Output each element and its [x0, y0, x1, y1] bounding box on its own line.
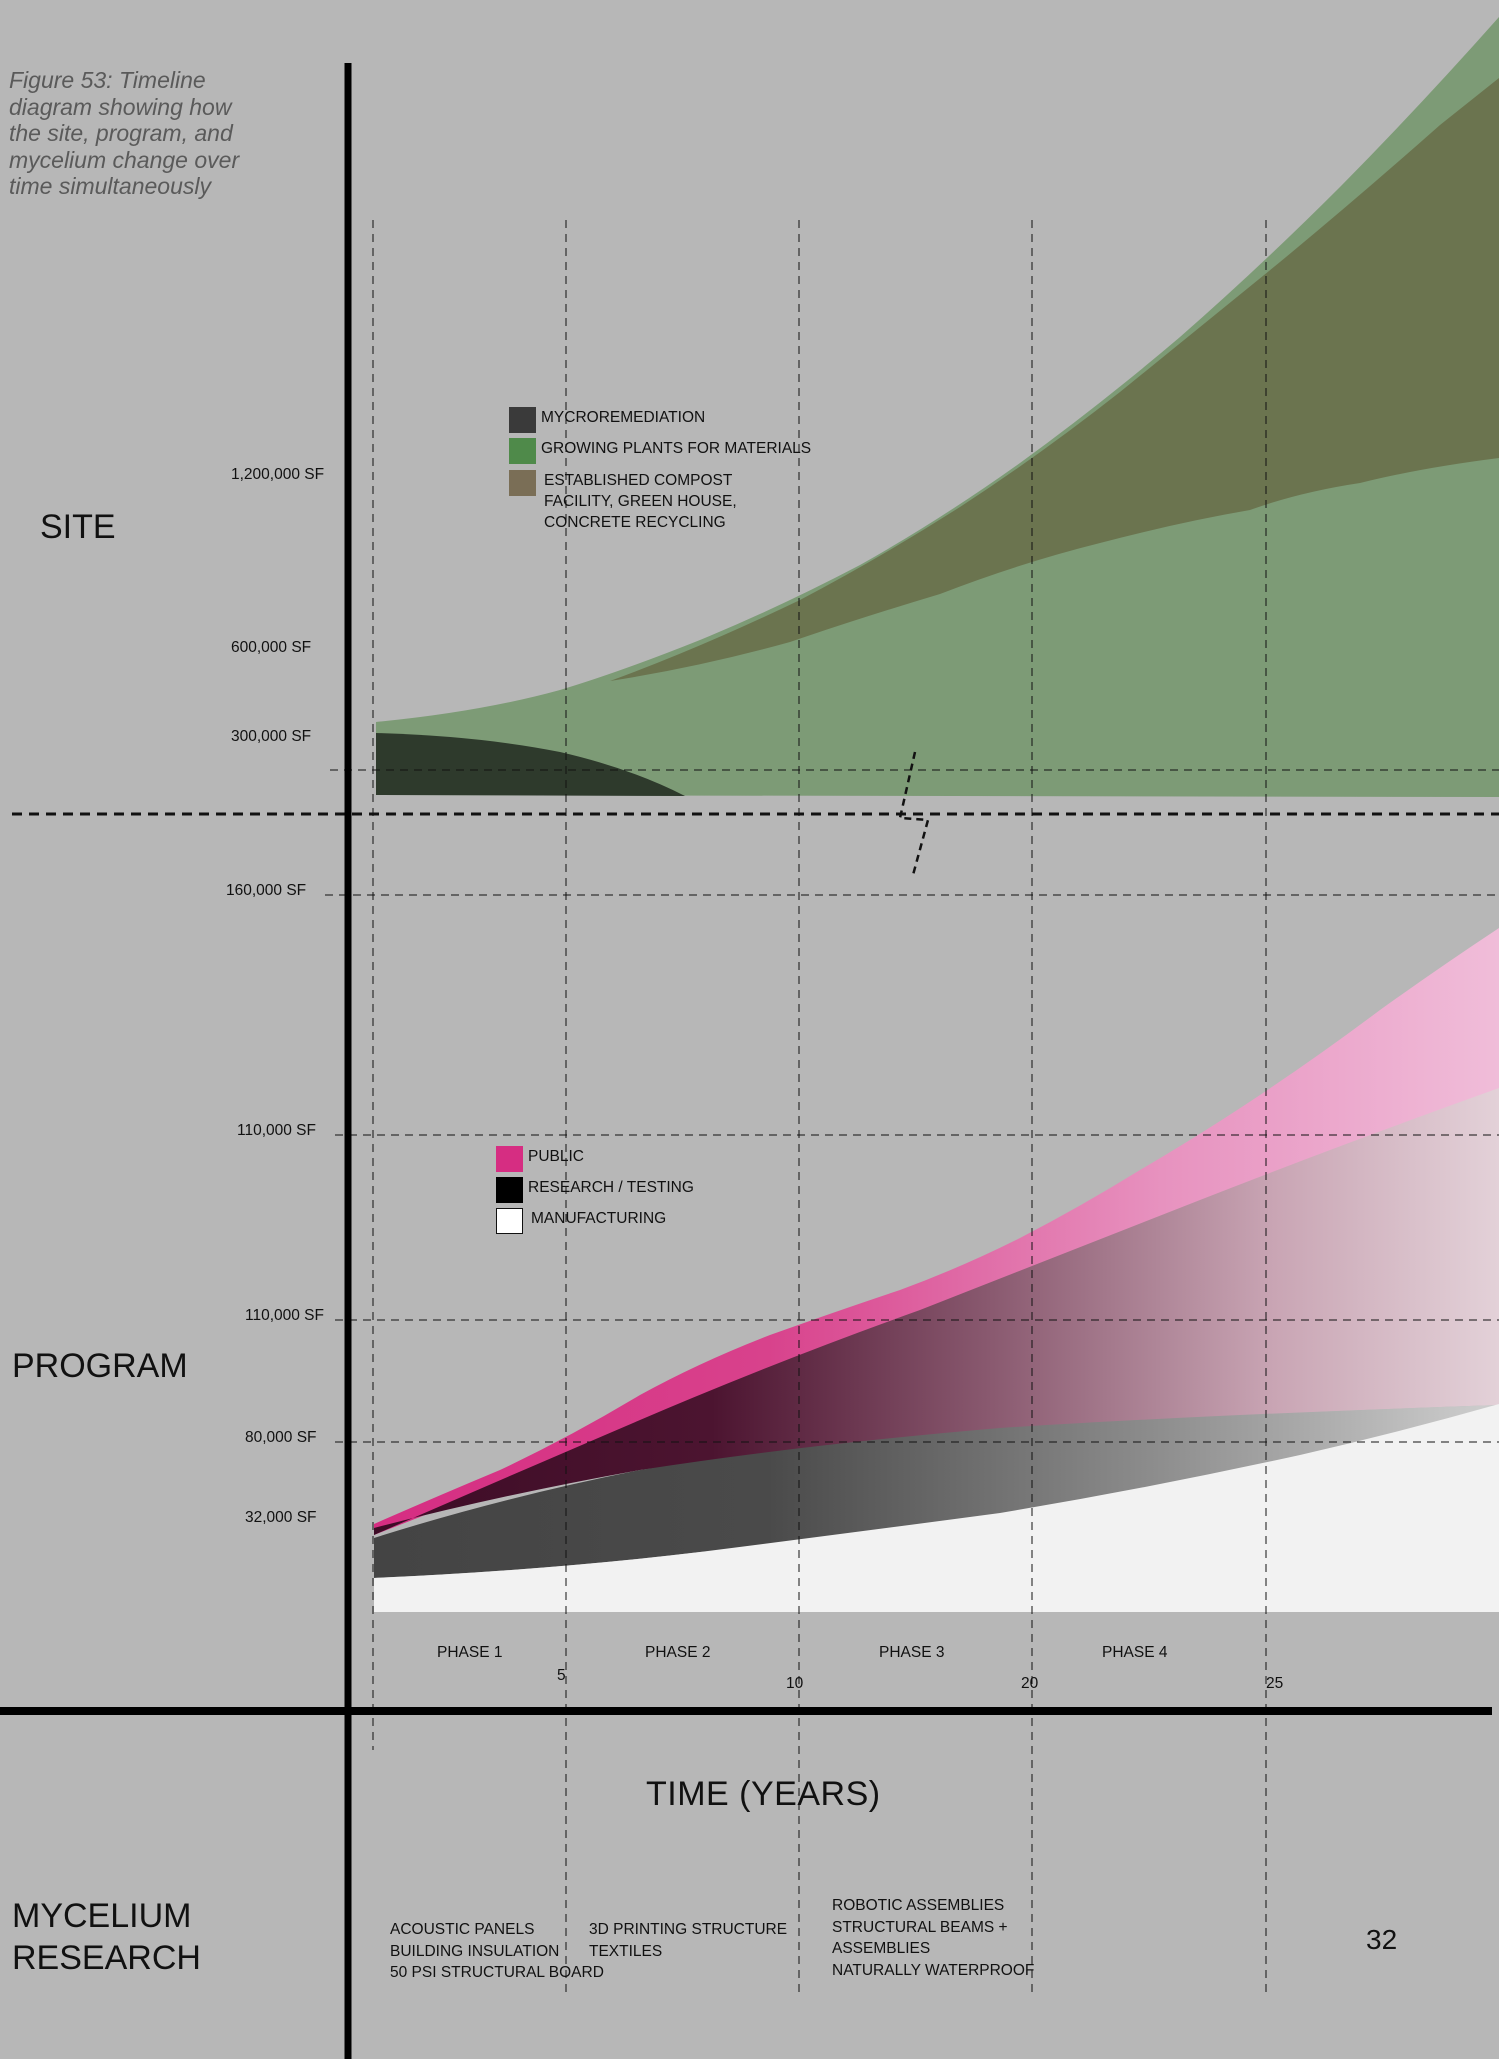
site-legend-item-compost: ESTABLISHED COMPOST FACILITY, GREEN HOUS… [509, 470, 737, 533]
legend-label-line: FACILITY, GREEN HOUSE, [544, 493, 737, 510]
legend-label-line: ESTABLISHED COMPOST [544, 472, 733, 489]
research-item: 3D PRINTING STRUCTURE [589, 1921, 788, 1938]
phase-label: PHASE 3 [879, 1644, 945, 1661]
research-item: 50 PSI STRUCTURAL BOARD [390, 1964, 604, 1981]
research-item: BUILDING INSULATION [390, 1942, 560, 1960]
caption-line: diagram showing how [9, 93, 232, 120]
section-label-site: SITE [40, 508, 116, 546]
page-number: 32 [1366, 1924, 1398, 1955]
section-label-line: RESEARCH [12, 1939, 201, 1977]
legend-label: PUBLIC [528, 1148, 584, 1165]
program-axis-label: 110,000 SF [237, 1122, 316, 1139]
legend-label: RESEARCH / TESTING [528, 1179, 694, 1196]
research-column: ROBOTIC ASSEMBLIES STRUCTURAL BEAMS + AS… [832, 1895, 1034, 1981]
legend-label-line: CONCRETE RECYCLING [544, 514, 726, 531]
program-research-gray-band [374, 1404, 1499, 1578]
legend-label: ESTABLISHED COMPOST FACILITY, GREEN HOUS… [544, 470, 737, 533]
research-item: ACOUSTIC PANELS [390, 1921, 535, 1938]
legend-swatch [496, 1208, 523, 1234]
legend-swatch [509, 407, 536, 433]
x-tick-label: 5 [557, 1667, 566, 1684]
program-axis-label: 110,000 SF [245, 1307, 324, 1324]
caption-line: the site, program, and [9, 120, 233, 146]
site-axis-label: 600,000 SF [231, 639, 312, 656]
program-legend-item-public: PUBLIC [496, 1146, 584, 1172]
site-legend-item-growing-plants: GROWING PLANTS FOR MATERIALS [509, 438, 811, 464]
research-item: TEXTILES [589, 1942, 663, 1960]
caption-line: Figure 53: Timeline [9, 67, 206, 93]
site-growing-plants-band [376, 17, 1499, 797]
caption-line: mycelium change over [9, 146, 240, 173]
legend-label: GROWING PLANTS FOR MATERIALS [541, 440, 812, 457]
grid-lines [325, 220, 1499, 1995]
x-axis-title: TIME (YEARS) [646, 1775, 881, 1813]
site-axis-label: 1,200,000 SF [231, 466, 325, 483]
research-item: NATURALLY WATERPROOF [832, 1961, 1035, 1979]
research-column: 3D PRINTING STRUCTURE TEXTILES [589, 1919, 787, 1962]
legend-swatch [496, 1146, 523, 1172]
phase-label: PHASE 1 [437, 1644, 503, 1661]
phase-label: PHASE 2 [645, 1644, 711, 1661]
site-compost-band [610, 78, 1499, 681]
axis-break-mark [898, 751, 930, 876]
legend-label: MANUFACTURING [531, 1210, 667, 1227]
section-label-line: MYCELIUM [12, 1897, 192, 1935]
site-mycroremediation-band [376, 733, 685, 796]
phase-label: PHASE 4 [1102, 1644, 1168, 1661]
research-item: ASSEMBLIES [832, 1940, 931, 1957]
research-column: ACOUSTIC PANELS BUILDING INSULATION 50 P… [390, 1919, 604, 1984]
figure-caption: Figure 53: Timeline diagram showing how … [9, 67, 269, 200]
x-tick-label: 10 [786, 1675, 804, 1692]
program-legend-item-research: RESEARCH / TESTING [496, 1177, 694, 1203]
section-label-program: PROGRAM [12, 1347, 188, 1385]
program-manufacturing-band [374, 1404, 1499, 1612]
program-axis-label: 32,000 SF [245, 1509, 317, 1526]
program-axis-label: 160,000 SF [226, 882, 307, 899]
x-tick-label: 25 [1266, 1675, 1284, 1692]
site-legend-item-mycroremediation: MYCROREMEDIATION [509, 407, 705, 433]
x-tick-label: 20 [1021, 1675, 1039, 1692]
legend-swatch [496, 1177, 523, 1203]
research-item: STRUCTURAL BEAMS + [832, 1918, 1008, 1936]
research-item: ROBOTIC ASSEMBLIES [832, 1897, 1005, 1914]
legend-label: MYCROREMEDIATION [541, 409, 706, 426]
site-axis-label: 300,000 SF [231, 728, 312, 745]
legend-swatch [509, 438, 536, 464]
program-axis-label: 80,000 SF [245, 1429, 317, 1446]
program-research-band [374, 1088, 1499, 1535]
section-label-research: MYCELIUM RESEARCH [12, 1895, 201, 1979]
legend-swatch [509, 470, 536, 496]
caption-line: time simultaneously [9, 173, 211, 199]
program-legend-item-manufacturing: MANUFACTURING [496, 1208, 666, 1234]
